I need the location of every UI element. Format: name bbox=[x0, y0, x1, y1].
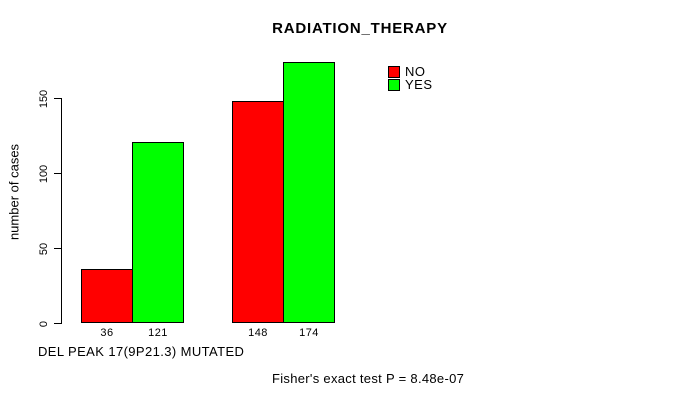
bar-no-group2 bbox=[232, 101, 284, 323]
legend-row: NO bbox=[388, 64, 433, 79]
y-tick-label: 100 bbox=[38, 164, 50, 183]
y-tick-label: 50 bbox=[38, 242, 50, 255]
y-tick-label: 150 bbox=[38, 89, 50, 108]
bar-value-label: 148 bbox=[248, 327, 268, 339]
chart-title: RADIATION_THERAPY bbox=[272, 20, 448, 37]
x-axis-label: DEL PEAK 17(9P21.3) MUTATED bbox=[38, 344, 245, 359]
y-axis-tick bbox=[54, 173, 61, 174]
stat-annotation: Fisher's exact test P = 8.48e-07 bbox=[272, 371, 465, 386]
y-axis-label: number of cases bbox=[6, 143, 22, 241]
y-tick-label: 0 bbox=[38, 320, 50, 327]
bar-no-group1 bbox=[81, 269, 133, 323]
legend-label: YES bbox=[405, 77, 433, 92]
bar-value-label: 36 bbox=[100, 327, 114, 339]
y-axis-tick bbox=[54, 98, 61, 99]
legend: NO YES bbox=[388, 64, 433, 92]
bar-value-label: 174 bbox=[299, 327, 319, 339]
y-axis-tick bbox=[54, 248, 61, 249]
legend-swatch-yes bbox=[388, 78, 400, 91]
bar-yes-group1 bbox=[132, 141, 184, 323]
bar-yes-group2 bbox=[283, 62, 335, 323]
legend-label: NO bbox=[405, 64, 426, 79]
bar-value-label: 121 bbox=[148, 327, 168, 339]
legend-row: YES bbox=[388, 77, 433, 92]
y-axis-tick bbox=[54, 323, 61, 324]
legend-swatch-no bbox=[388, 65, 400, 78]
y-axis-line bbox=[61, 98, 62, 324]
